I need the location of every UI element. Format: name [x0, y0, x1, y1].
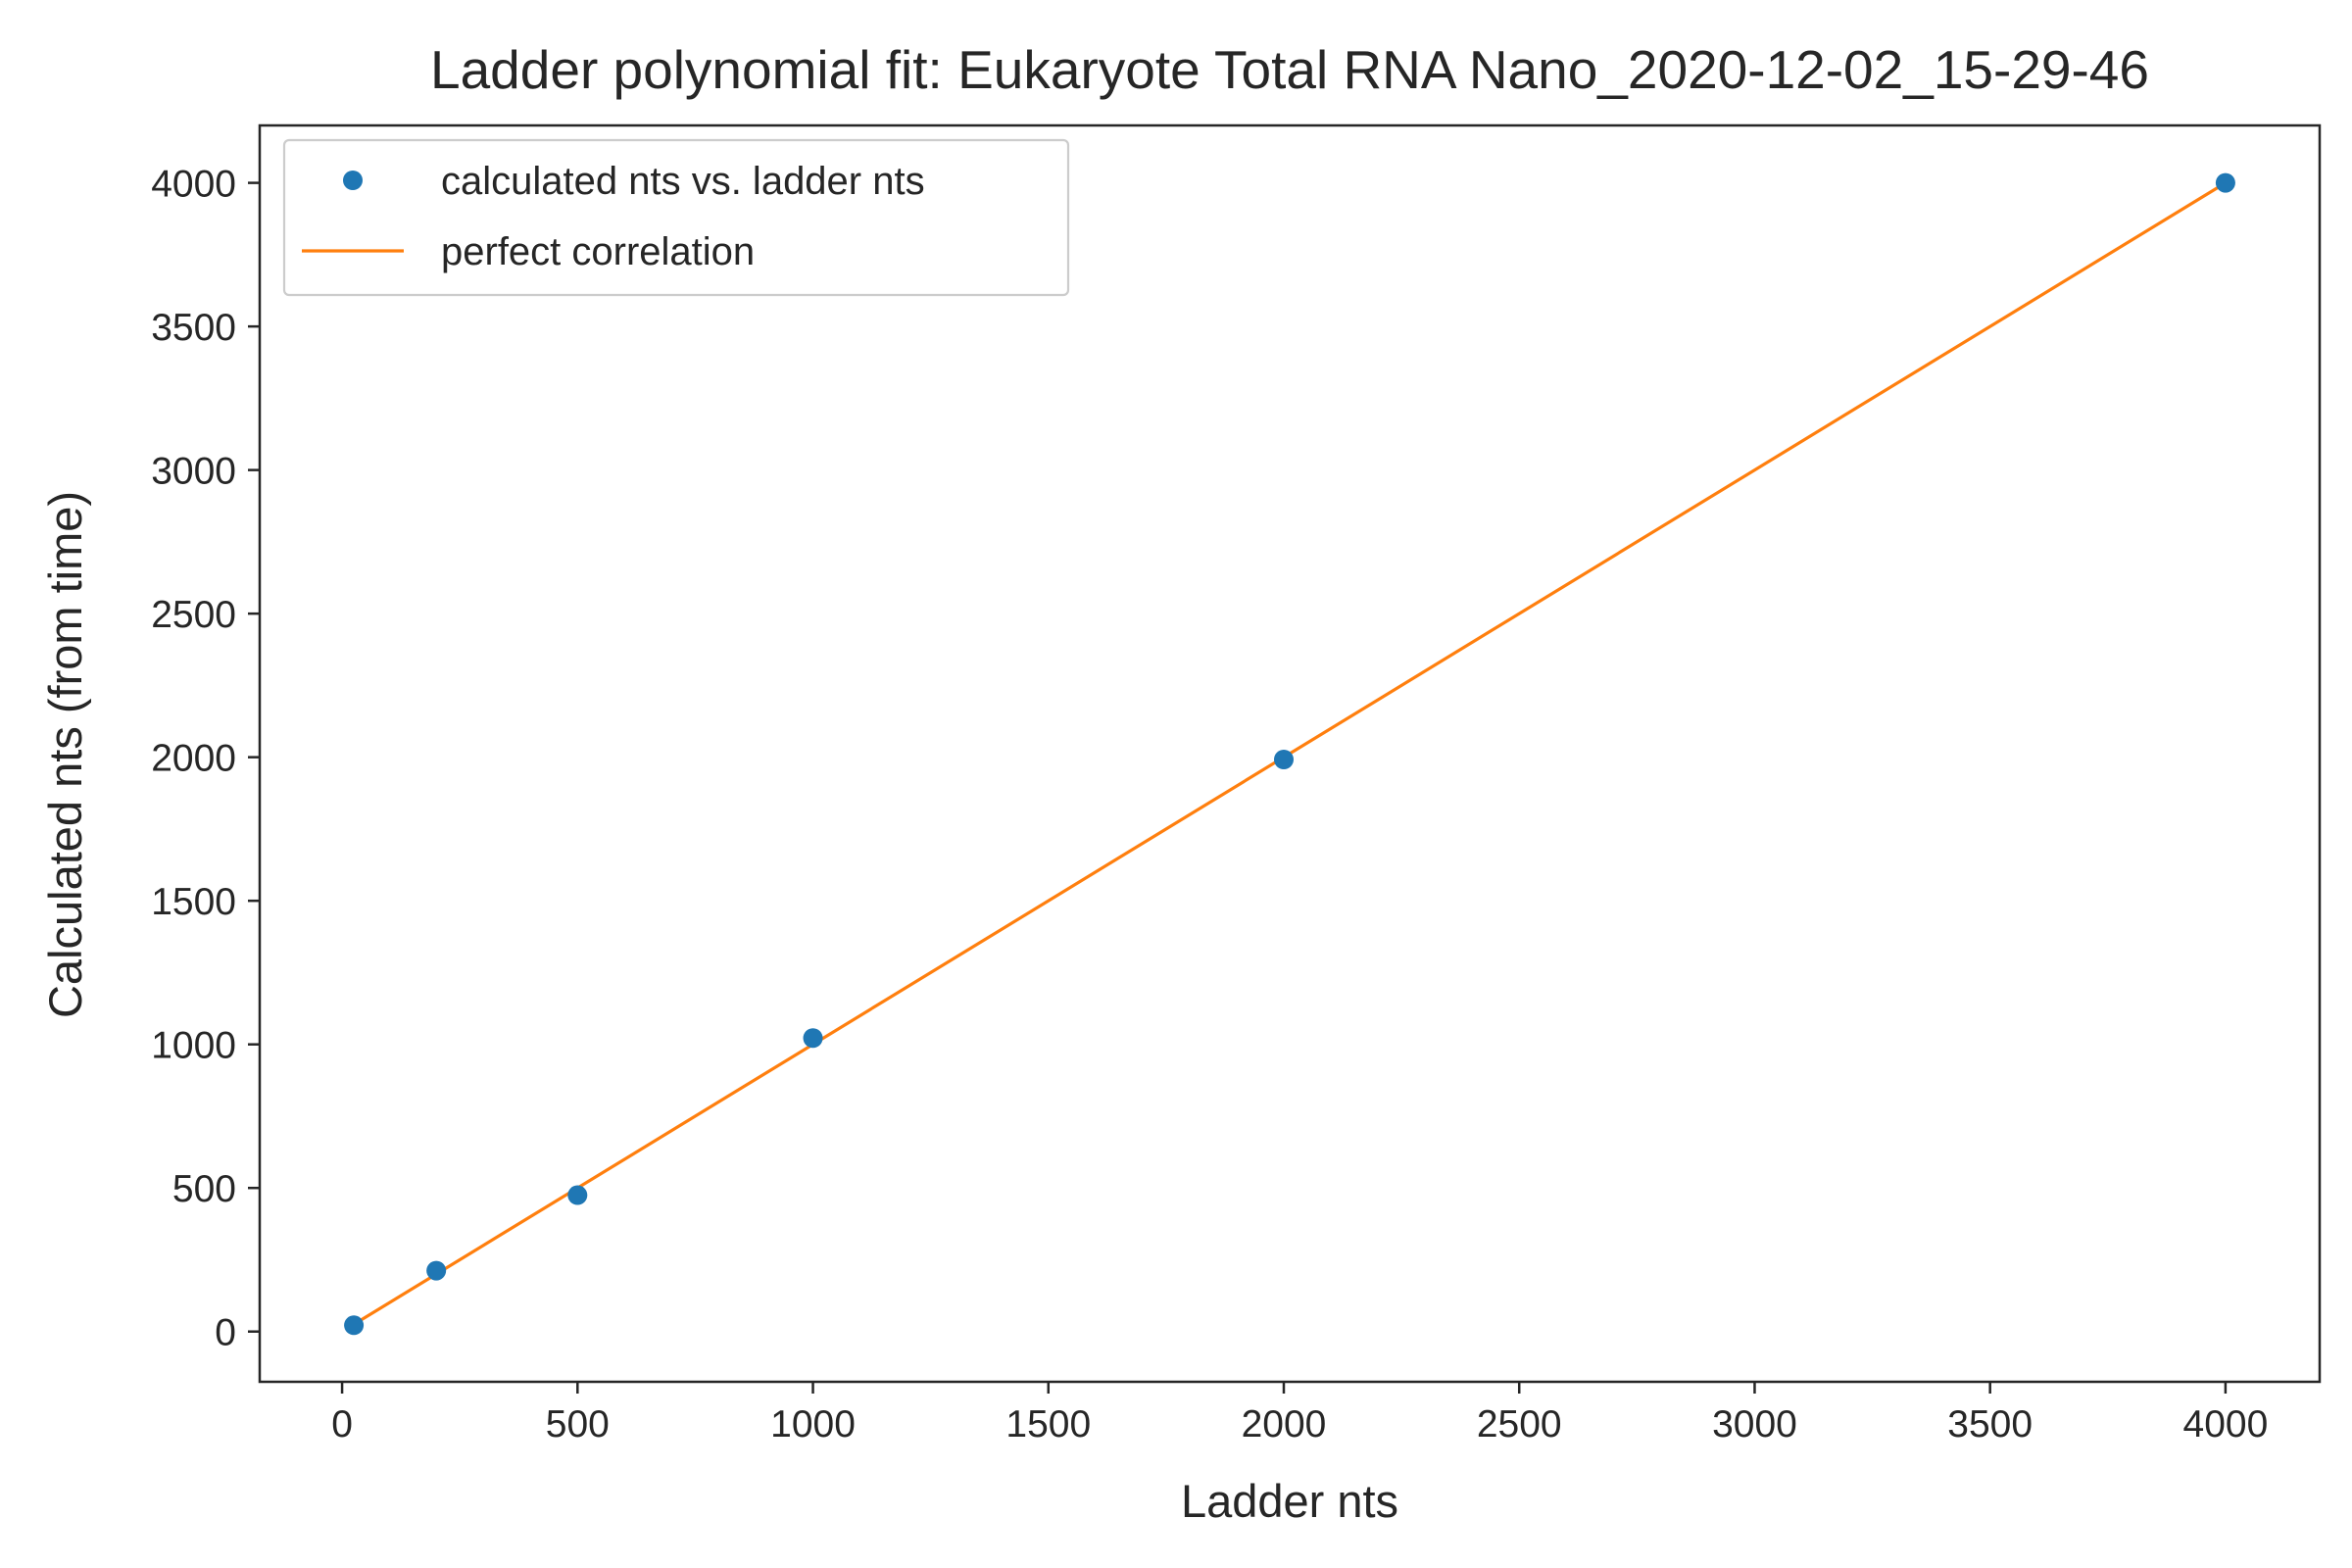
x-tick-label: 0	[331, 1403, 353, 1446]
x-tick-label: 4000	[2183, 1403, 2269, 1446]
legend: calculated nts vs. ladder nts perfect cor…	[282, 138, 1070, 297]
x-tick-label: 3000	[1712, 1403, 1797, 1446]
data-point	[2215, 172, 2235, 193]
x-tick-label: 500	[546, 1403, 610, 1446]
y-tick-label: 500	[172, 1168, 236, 1210]
y-tick-label: 3000	[151, 451, 236, 493]
y-tick-label: 2500	[151, 594, 236, 636]
x-tick-label: 1500	[1005, 1403, 1091, 1446]
legend-box	[282, 138, 1070, 297]
y-tick-label: 2000	[151, 738, 236, 780]
y-axis-label: Calculated nts (from time)	[39, 491, 91, 1018]
chart-title: Ladder polynomial fit: Eukaryote Total R…	[430, 39, 2149, 100]
data-point	[426, 1260, 447, 1281]
legend-marker-scatter	[343, 171, 363, 190]
x-tick-label: 1000	[770, 1403, 856, 1446]
data-point	[1273, 750, 1294, 770]
legend-label: perfect correlation	[441, 230, 755, 273]
y-tick-label: 1500	[151, 881, 236, 923]
plot-area: 0 500 1000 1500 2000 2500 3000 3500 4000 0 500 1000…	[151, 123, 2322, 1446]
y-tick-label: 3500	[151, 307, 236, 349]
x-tick-label: 3500	[1947, 1403, 2033, 1446]
x-axis-label: Ladder nts	[1181, 1475, 1398, 1527]
data-point	[567, 1185, 588, 1205]
legend-label: calculated nts vs. ladder nts	[441, 160, 925, 203]
data-point	[803, 1028, 823, 1049]
y-tick-label: 1000	[151, 1025, 236, 1067]
y-tick-label: 4000	[151, 164, 236, 206]
y-tick-label: 0	[215, 1312, 236, 1354]
x-tick-label: 2500	[1477, 1403, 1562, 1446]
data-point	[344, 1315, 365, 1336]
x-tick-label: 2000	[1242, 1403, 1327, 1446]
plot-frame	[258, 123, 2322, 1384]
